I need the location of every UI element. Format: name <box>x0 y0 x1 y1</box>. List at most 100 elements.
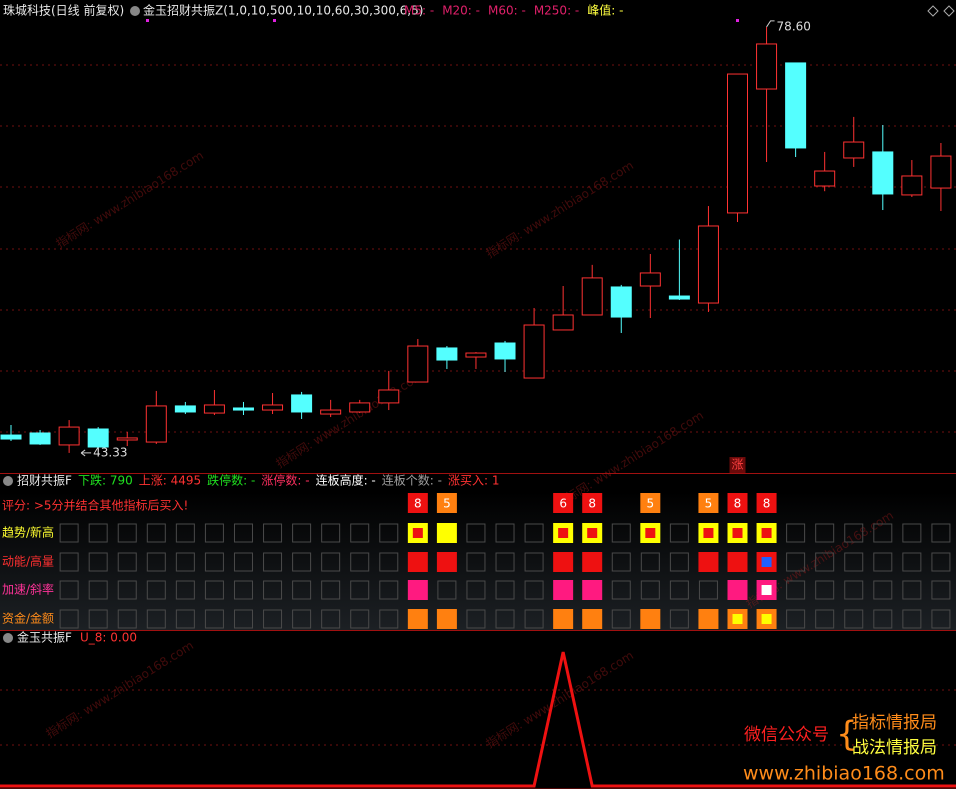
empty-cell <box>844 580 864 600</box>
signal-cell <box>727 580 748 600</box>
candle-body <box>0 434 22 440</box>
score-box <box>436 493 457 513</box>
empty-cell <box>844 609 864 629</box>
empty-cell <box>524 609 544 629</box>
stat: 连板高度: - <box>316 473 376 488</box>
empty-cell <box>233 523 253 543</box>
empty-cell <box>292 523 312 543</box>
empty-cell <box>902 552 922 572</box>
empty-cell <box>88 552 108 572</box>
score-box <box>698 493 719 513</box>
empty-cell <box>815 552 835 572</box>
header-items: M5: - M20: - M60: - M250: - 峰值: - <box>404 3 623 18</box>
empty-cell <box>292 552 312 572</box>
empty-cell <box>321 609 341 629</box>
candle-body <box>494 342 516 360</box>
window-icons[interactable] <box>927 5 955 17</box>
candle-body <box>232 407 254 411</box>
menu-icon[interactable] <box>3 633 13 643</box>
candle-body <box>116 437 138 441</box>
empty-cell <box>321 552 341 572</box>
empty-cell <box>669 580 689 600</box>
score-label: 5 <box>705 497 713 511</box>
menu-icon[interactable] <box>3 476 13 486</box>
signal-cell <box>553 580 574 600</box>
candle-body <box>58 426 80 446</box>
score-label: 5 <box>646 497 654 511</box>
empty-cell <box>175 552 195 572</box>
candle-body <box>727 73 748 214</box>
row-label: 趋势/新高 <box>2 525 54 540</box>
dot <box>736 19 739 22</box>
empty-cell <box>669 609 689 629</box>
header-item: M60: - <box>488 4 526 18</box>
header-item: M20: - <box>442 4 480 18</box>
empty-cell <box>815 609 835 629</box>
indicator-name: 金玉招财共振Z(1,0,10,500,10,10,60,30,300,6,5) <box>143 3 423 18</box>
header-item: M250: - <box>534 4 579 18</box>
empty-cell <box>466 609 486 629</box>
empty-cell <box>611 523 631 543</box>
cell-center <box>558 528 569 538</box>
signal-cell <box>553 609 574 629</box>
stat: 跌停数: - <box>207 473 255 488</box>
empty-cell <box>146 523 166 543</box>
low-label: 43.33 <box>93 445 127 459</box>
promo-item: 战法情报局 <box>852 738 937 758</box>
candle-body <box>262 404 284 411</box>
stat: 涨停数: - <box>261 473 309 488</box>
signal-cell <box>698 552 719 572</box>
empty-cell <box>379 580 399 600</box>
empty-cell <box>350 580 370 600</box>
cell-center <box>645 528 656 538</box>
menu-icon[interactable] <box>130 6 140 16</box>
signal-cell <box>407 609 428 629</box>
empty-cell <box>263 523 283 543</box>
candle-body <box>145 405 167 443</box>
empty-cell <box>146 580 166 600</box>
grid-panel-bg <box>0 492 956 630</box>
cell-center <box>761 614 772 624</box>
candle-body <box>465 352 487 358</box>
candle-body <box>203 404 225 414</box>
empty-cell <box>873 580 893 600</box>
empty-cell <box>902 580 922 600</box>
candle-body <box>697 225 719 304</box>
signal-cell <box>582 580 603 600</box>
empty-cell <box>59 580 79 600</box>
brace: { <box>836 715 858 755</box>
candle-body <box>320 409 342 415</box>
empty-cell <box>379 523 399 543</box>
empty-cell <box>146 609 166 629</box>
price-panel: 78.60 43.33 涨 <box>0 19 952 473</box>
empty-cell <box>59 609 79 629</box>
score-label: 8 <box>414 497 422 511</box>
signal-cell <box>727 552 748 572</box>
empty-cell <box>815 523 835 543</box>
empty-cell <box>931 580 951 600</box>
candle-body <box>668 295 690 300</box>
signal-cell <box>436 523 457 543</box>
empty-cell <box>873 523 893 543</box>
empty-cell <box>379 552 399 572</box>
empty-cell <box>611 609 631 629</box>
empty-cell <box>466 523 486 543</box>
empty-cell <box>117 609 137 629</box>
empty-cell <box>931 552 951 572</box>
candle-body <box>552 314 574 331</box>
score-box <box>640 493 661 513</box>
signal-cell <box>582 609 603 629</box>
stat: 连板个数: - <box>382 473 442 488</box>
empty-cell <box>931 523 951 543</box>
empty-cell <box>466 580 486 600</box>
empty-cell <box>902 609 922 629</box>
score-label: 5 <box>443 497 451 511</box>
empty-cell <box>233 552 253 572</box>
empty-cell <box>698 580 718 600</box>
empty-cell <box>175 523 195 543</box>
panel-title: 招财共振F <box>17 474 72 488</box>
cell-center <box>412 528 423 538</box>
empty-cell <box>321 580 341 600</box>
stats: 下跌: 790 上涨: 4495 跌停数: - 涨停数: - 连板高度: - 连板个数: … <box>78 473 499 488</box>
